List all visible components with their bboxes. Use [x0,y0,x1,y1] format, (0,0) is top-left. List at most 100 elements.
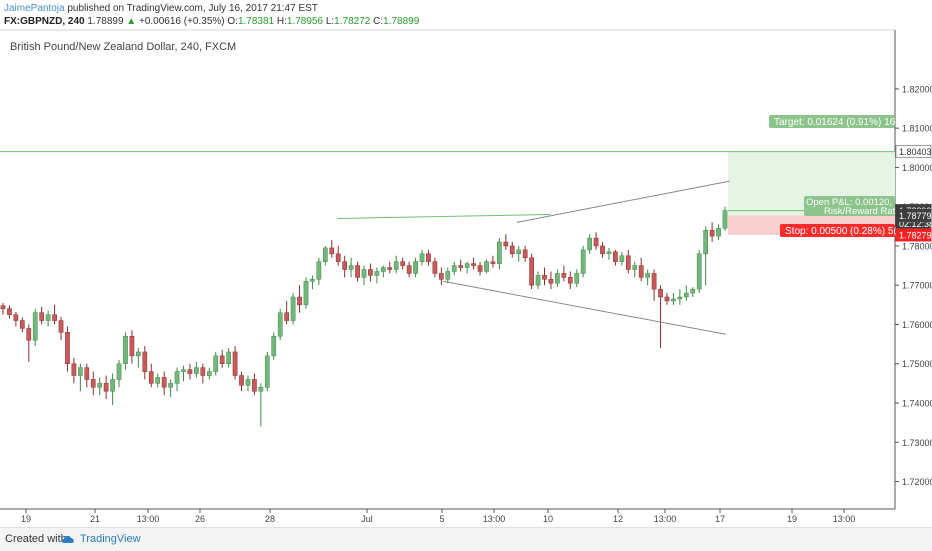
price-chart[interactable]: British Pound/New Zealand Dollar, 240, F… [0,0,932,527]
candle-body [168,383,173,388]
candle-body [129,335,135,357]
candle-body [419,253,425,262]
candle [709,222,715,243]
x-axis: 19 21 13:00 26 28 Jul 5 13:00 10 12 13:00 17 19 13:00 [21,509,855,524]
x-tick-label: 13:00 [137,514,160,524]
candle [522,245,528,262]
close-label: C: [373,16,384,27]
ohlc-line: FX:GBPNZD, 240 1.78899 ▲ +0.00616 (+0.35… [4,15,419,28]
candle [419,249,425,266]
candle-body [542,275,547,280]
candle-body [709,229,715,237]
stop-label[interactable]: Stop: 0.00500 (0.28%) 5( [780,224,897,237]
candle [174,367,180,392]
x-tick-label: 13:00 [483,514,506,524]
published-text: published on TradingView.com, July 16, 2… [67,3,318,14]
y-tick-label: 1.80000 [902,163,932,173]
candle-body [606,251,612,255]
candle-body [580,249,586,274]
candle-body [148,371,154,384]
candle [232,346,238,380]
candle [613,249,618,266]
candle [503,234,509,250]
candle [471,257,476,270]
candle [213,351,219,376]
author-link[interactable]: JaimePantoja [4,3,65,14]
candle [445,267,451,284]
candle [567,271,573,290]
candle [252,373,257,396]
candle [580,245,586,278]
candle-body [252,379,257,392]
candle-body [664,296,670,302]
risk-reward-text: Risk/Reward Rat [824,206,896,217]
candle [97,377,103,396]
candle-body [277,312,283,337]
candle [52,304,57,325]
candle [393,255,399,274]
candle [606,247,612,260]
candle [451,261,457,276]
candle-body [213,355,219,372]
candle-body [181,369,186,372]
candle [239,371,244,392]
candle [593,232,599,250]
candle-body [471,263,476,266]
footer: Created with TradingView [0,527,932,551]
candle-body [348,265,354,270]
candle-body [329,247,335,255]
x-tick-label: 19 [787,514,797,524]
candle [277,308,283,341]
candle-body [477,265,483,272]
candle-body [39,312,45,321]
candle-body [671,298,676,302]
candle [116,359,122,388]
y-tick-label: 1.76000 [902,320,932,330]
candle-body [65,332,70,364]
candle [406,261,412,278]
target-label[interactable]: Target: 0.01624 (0.91%) 16 [769,115,896,128]
candle-body [90,379,96,388]
candle [39,306,45,325]
y-tick-label: 1.75000 [902,359,932,369]
low-value: 1.78272 [334,16,371,27]
candle [78,363,83,392]
candle-body [677,296,683,300]
candle-body [264,355,270,388]
created-with-text: Created with [5,533,67,545]
candle-body [548,279,554,284]
candle [329,240,335,258]
svg-text:Target: 0.01624 (0.91%) 16: Target: 0.01624 (0.91%) 16 [774,117,896,128]
candle [696,249,702,294]
candle-body [123,335,128,364]
candle [509,242,515,258]
candle [484,259,489,274]
candle-body [174,371,180,384]
candle-body [380,267,386,272]
trend-lines[interactable] [337,180,730,335]
tradingview-brand[interactable]: TradingView [80,533,141,545]
candle-body [52,314,57,321]
entry-price-tag: 1.78779 [895,208,932,222]
candle [342,255,348,278]
low-label: L: [325,16,335,27]
candle-body [374,271,380,276]
candle [32,308,38,347]
candle-body [32,312,38,341]
candle [574,269,580,288]
candle-body [161,377,167,388]
candle [380,265,386,278]
candle-body [342,261,348,270]
candle [671,293,676,305]
candle-body [58,320,64,333]
candle-body [71,363,77,376]
candle [361,265,367,286]
candle [258,383,264,427]
candle-body [451,265,457,272]
candle-body [503,241,509,247]
candle-body [322,247,328,262]
candle-body [206,371,212,376]
candle-body [632,265,638,270]
pnl-label[interactable]: Open P&L: 0.00120, Risk/Reward Rat [804,196,896,217]
candle [368,263,373,282]
